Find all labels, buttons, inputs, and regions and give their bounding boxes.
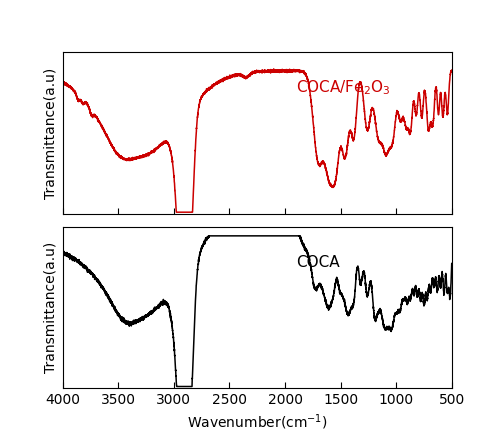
Y-axis label: Transmittance(a.u): Transmittance(a.u) [43, 68, 57, 199]
Text: COCA: COCA [296, 255, 339, 270]
X-axis label: Wavenumber(cm$^{-1}$): Wavenumber(cm$^{-1}$) [186, 412, 327, 432]
Y-axis label: Transmittance(a.u): Transmittance(a.u) [43, 242, 57, 373]
Text: COCA/Fe$_2$O$_3$: COCA/Fe$_2$O$_3$ [296, 78, 390, 97]
